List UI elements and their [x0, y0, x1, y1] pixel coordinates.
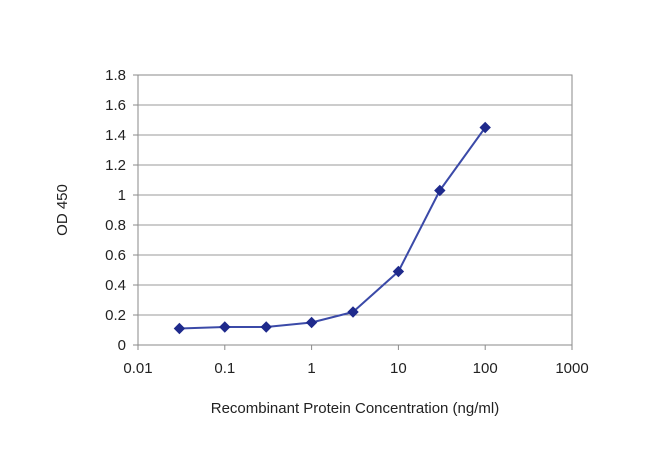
- y-tick-label: 0.4: [105, 277, 126, 294]
- x-tick-label: 0.1: [214, 360, 235, 377]
- data-point-marker: [392, 265, 405, 278]
- y-tick-label: 0.6: [105, 247, 126, 264]
- data-point-marker: [305, 316, 318, 329]
- y-tick-label: 0.8: [105, 217, 126, 234]
- series-line: [179, 126, 487, 330]
- y-axis-title: OD 450: [54, 184, 71, 236]
- y-tick-label: 1.4: [105, 127, 126, 144]
- y-axis-ticks: 0 0.2 0.4 0.6 0.8 1 1.2 1.4 1.6 1.8: [105, 67, 138, 354]
- y-tick-label: 1.8: [105, 67, 126, 84]
- data-point-marker: [347, 306, 359, 318]
- x-tick-label: 1: [307, 360, 315, 377]
- y-tick-label: 0.2: [105, 307, 126, 324]
- x-axis-title: Recombinant Protein Concentration (ng/ml…: [211, 400, 499, 417]
- data-point-marker: [219, 321, 231, 333]
- plot-area: [137, 74, 573, 346]
- data-point-marker: [479, 121, 491, 134]
- data-point-marker: [260, 321, 272, 333]
- x-tick-label: 10: [390, 360, 407, 377]
- x-tick-label: 0.01: [123, 360, 152, 377]
- y-tick-label: 1.2: [105, 157, 126, 174]
- x-axis-ticks: 0.01 0.1 1 10 100 1000: [123, 345, 589, 377]
- data-series: [173, 121, 491, 335]
- gridlines: [138, 104, 572, 316]
- x-tick-label: 100: [473, 360, 498, 377]
- y-tick-label: 1: [118, 187, 126, 204]
- y-tick-label: 1.6: [105, 97, 126, 114]
- data-point-marker: [434, 184, 446, 197]
- y-tick-label: 0: [118, 337, 126, 354]
- x-tick-label: 1000: [555, 360, 588, 377]
- data-point-marker: [173, 322, 186, 335]
